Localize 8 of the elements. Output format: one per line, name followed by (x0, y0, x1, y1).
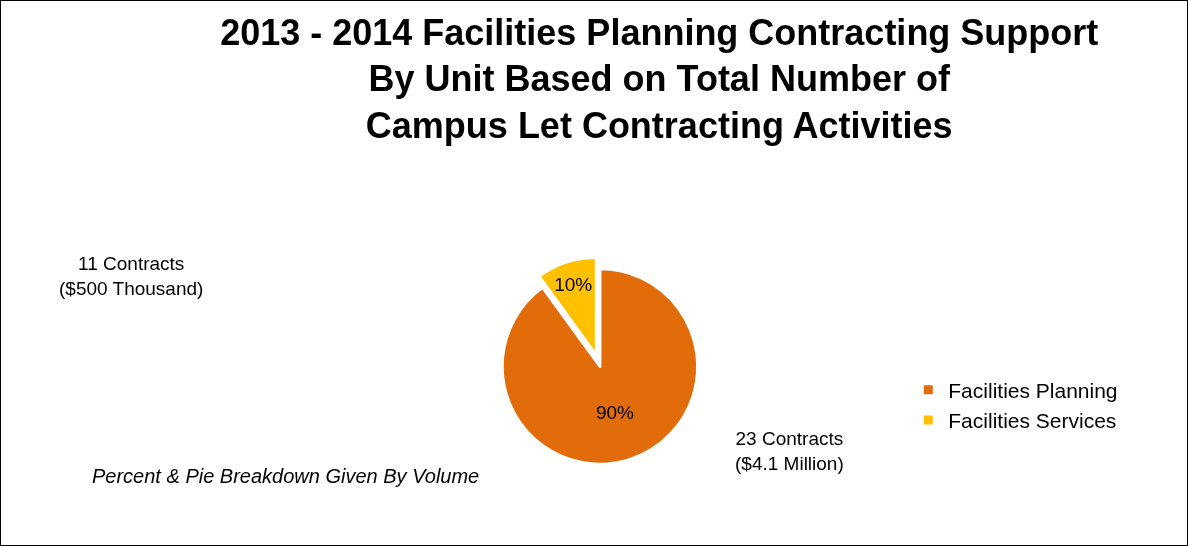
data-label: 90% (595, 402, 635, 424)
legend-label: Facilities Planning (948, 378, 1118, 402)
chart-title: 2013 - 2014 Facilities Planning Contracting Support By Unit Based on Total Number of Campus Let Contracting Activities (220, 11, 1099, 147)
text: Percent & Pie Breakdown Given By Volume (92, 465, 480, 487)
legend-label: Facilities Services (948, 409, 1117, 433)
text: 11 Contracts ($500 Thousand) (59, 253, 204, 299)
data-label: 10% (554, 273, 593, 295)
text: 23 Contracts ($4.1 Million) (735, 428, 844, 474)
